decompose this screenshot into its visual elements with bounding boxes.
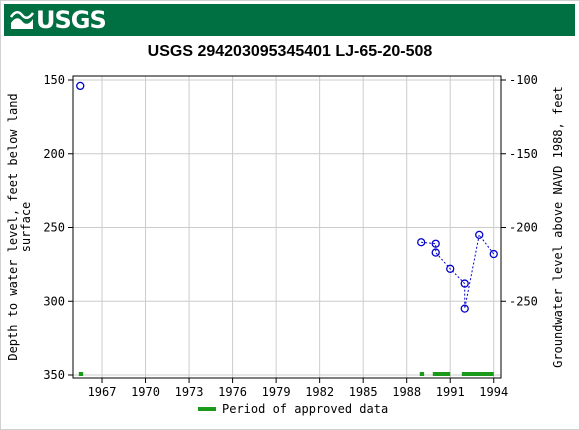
x-tick-label: 1982 bbox=[305, 385, 334, 399]
plot-border bbox=[72, 75, 502, 379]
data-point bbox=[431, 239, 440, 248]
y-tick-label-left: 250 bbox=[43, 221, 65, 235]
x-tick-label: 1973 bbox=[175, 385, 204, 399]
y-tick-label-right: -100 bbox=[509, 73, 538, 87]
x-tick-label: 1967 bbox=[88, 385, 117, 399]
data-point bbox=[446, 264, 455, 273]
data-point bbox=[431, 248, 440, 257]
y-axis-label-right: Groundwater level above NAVD 1988, feet bbox=[551, 86, 565, 368]
approved-period-bar bbox=[461, 372, 494, 376]
y-tick-label-left: 200 bbox=[43, 147, 65, 161]
data-point bbox=[460, 279, 469, 288]
y-tick-label-left: 300 bbox=[43, 294, 65, 308]
approved-period-bar bbox=[78, 372, 84, 376]
usgs-logo-icon bbox=[10, 11, 34, 29]
data-point bbox=[76, 81, 85, 91]
x-tick-label: 1976 bbox=[218, 385, 247, 399]
x-tick-label: 1979 bbox=[262, 385, 291, 399]
usgs-logo-text: USGS bbox=[36, 6, 107, 34]
chart-title: USGS 294203095345401 LJ-65-20-508 bbox=[147, 43, 433, 60]
y-tick-label-right: -250 bbox=[509, 294, 538, 308]
x-tick-label: 1991 bbox=[436, 385, 465, 399]
x-tick-label: 1994 bbox=[479, 385, 508, 399]
x-tick-label: 1970 bbox=[131, 385, 160, 399]
y-tick-label-left: 350 bbox=[43, 368, 65, 382]
usgs-header-banner: USGS bbox=[4, 4, 575, 36]
data-point bbox=[460, 304, 469, 313]
data-point bbox=[475, 230, 484, 240]
usgs-logo[interactable]: USGS bbox=[10, 6, 107, 34]
legend-swatch bbox=[198, 407, 216, 411]
x-tick-label: 1988 bbox=[392, 385, 421, 399]
y-tick-label-right: -200 bbox=[509, 221, 538, 235]
y-tick-label-left: 150 bbox=[43, 73, 65, 87]
data-point bbox=[489, 249, 498, 259]
approved-period-bar bbox=[432, 372, 451, 376]
data-point bbox=[417, 238, 426, 247]
y-axis-label-left: Depth to water level, feet below land bbox=[6, 93, 20, 360]
x-tick-label: 1985 bbox=[349, 385, 378, 399]
y-tick-label-right: -150 bbox=[509, 147, 538, 161]
legend-label: Period of approved data bbox=[222, 402, 388, 416]
y-axis-label-left: surface bbox=[19, 202, 33, 253]
approved-period-bar bbox=[419, 372, 425, 376]
series-line bbox=[421, 233, 495, 309]
